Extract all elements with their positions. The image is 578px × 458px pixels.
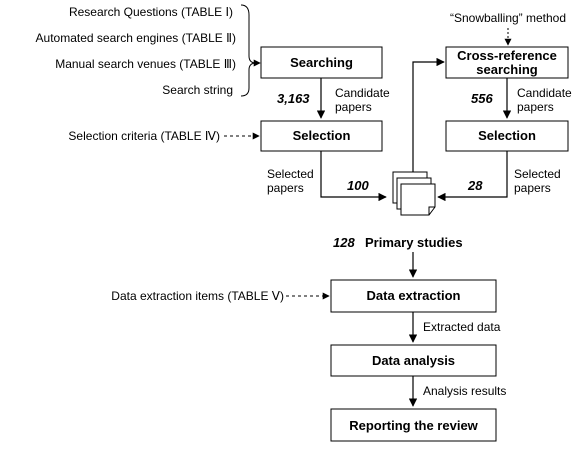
- selection-criteria-input: Selection criteria (TABLE Ⅳ): [68, 129, 220, 143]
- selected-label-right-1: Selected: [514, 167, 561, 181]
- selected-label-left-2: papers: [267, 181, 304, 195]
- candidate-count-left: 3,163: [277, 91, 310, 106]
- reporting-label: Reporting the review: [349, 418, 478, 433]
- candidate-count-right: 556: [471, 91, 493, 106]
- documents-stack-icon: [393, 172, 435, 215]
- selected-label-left-1: Selected: [267, 167, 314, 181]
- selection-label-right: Selection: [478, 128, 536, 143]
- data-analysis-label: Data analysis: [372, 353, 455, 368]
- candidate-label-left-1: Candidate: [335, 86, 390, 100]
- candidate-label-left-2: papers: [335, 100, 372, 114]
- studies-to-cross-reference-arrow: [413, 62, 444, 172]
- analysis-results-label: Analysis results: [423, 384, 506, 398]
- extracted-data-label: Extracted data: [423, 320, 501, 334]
- searching-label: Searching: [290, 55, 353, 70]
- cross-reference-label-2: searching: [476, 62, 537, 77]
- candidate-label-right-1: Candidate: [517, 86, 572, 100]
- selected-count-right: 28: [467, 178, 483, 193]
- selected-label-right-2: papers: [514, 181, 551, 195]
- candidate-label-right-2: papers: [517, 100, 554, 114]
- automated-search-engines-input: Automated search engines (TABLE Ⅱ): [36, 31, 236, 45]
- data-extraction-items-input: Data extraction items (TABLE Ⅴ): [111, 289, 284, 303]
- research-questions-input: Research Questions (TABLE Ⅰ): [69, 5, 233, 19]
- selection-label-left: Selection: [293, 128, 351, 143]
- snowballing-method-input: “Snowballing” method: [450, 11, 566, 25]
- cross-reference-label-1: Cross-reference: [457, 48, 557, 63]
- primary-studies-label: Primary studies: [365, 235, 463, 250]
- search-string-input: Search string: [162, 83, 233, 97]
- manual-search-venues-input: Manual search venues (TABLE Ⅲ): [55, 57, 236, 71]
- inputs-brace: [241, 5, 256, 96]
- data-extraction-label: Data extraction: [367, 288, 461, 303]
- primary-count: 128: [333, 235, 355, 250]
- selected-count-left: 100: [347, 178, 369, 193]
